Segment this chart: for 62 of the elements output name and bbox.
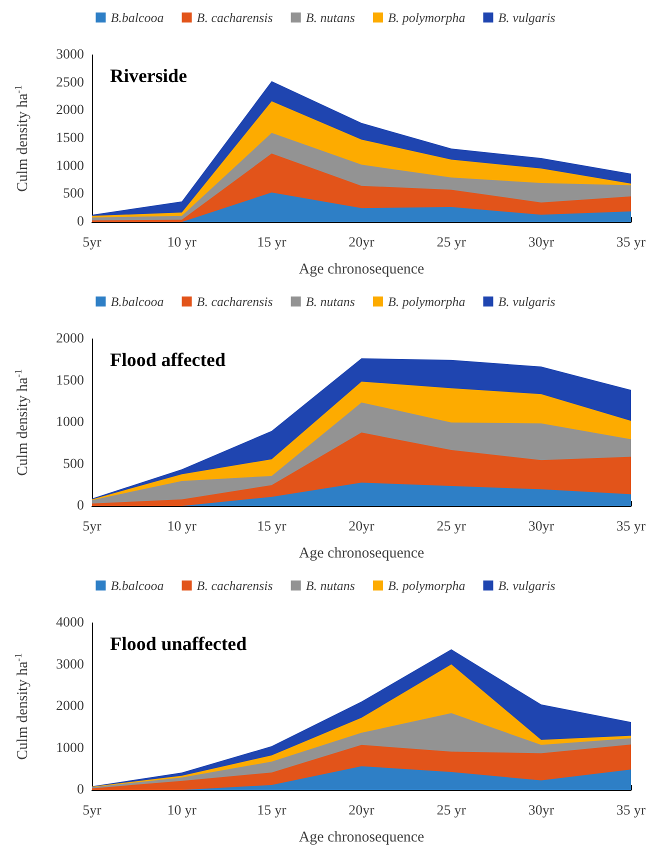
x-tick-label: 10 yr [167,520,197,534]
x-tick-label: 25 yr [436,236,466,250]
text: Flood unaffected [110,634,248,655]
y-tick-label: 2000 [56,332,84,346]
y-tick-label: 0 [77,214,84,230]
legend-label: B. nutans [306,578,355,593]
y-axis-title: Culm density ha-1 [14,369,31,476]
x-tick-label: 10 yr [167,804,197,818]
x-tick-label: 35 yr [616,520,646,534]
x-tick-label: 15 yr [257,804,287,818]
x-tick-label: 25 yr [436,804,466,818]
y-tick-label: 3000 [56,48,84,62]
y-tick-label: 2000 [56,103,84,118]
legend-label: B. polymorpha [388,578,466,593]
legend-label: B. polymorpha [388,294,466,309]
x-tick-label: 15 yr [257,236,287,250]
y-tick-label: 1500 [56,131,84,146]
x-tick-label: 30yr [528,520,554,534]
x-tick-label: 5yr [82,520,102,534]
y-tick-label: 4000 [56,616,84,630]
x-tick-label: 5yr [82,236,102,250]
x-tick-label: 10 yr [167,236,197,250]
x-tick-label: 35 yr [616,804,646,818]
legend-label: B. polymorpha [388,10,466,25]
text: Riverside [110,66,188,87]
y-tick-label: 500 [63,456,84,472]
y-tick-label: 2500 [56,75,84,90]
y-tick-label: 1000 [56,740,84,756]
legend-label: B. vulgaris [498,10,556,25]
x-axis-title: Age chronosequence [298,830,425,846]
x-tick-label: 20yr [348,236,375,250]
y-tick-label: 500 [63,186,84,202]
legend-label: B.balcooa [110,10,164,25]
x-tick-label: 35 yr [616,236,646,250]
legend-label: B. cacharensis [196,294,273,309]
y-tick-label: 3000 [56,657,84,672]
legend-label: B.balcooa [110,294,164,309]
legend-label: B.balcooa [110,578,164,593]
x-tick-label: 20yr [348,520,375,534]
y-tick-label: 0 [77,498,84,514]
y-axis-title: Culm density ha-1 [14,653,31,760]
y-tick-label: 2000 [56,699,84,714]
y-tick-label: 0 [77,782,84,798]
x-axis-title: Age chronosequence [298,546,425,562]
x-tick-label: 20yr [348,804,375,818]
y-axis-title: Culm density ha-1 [14,85,31,192]
x-tick-label: 15 yr [257,520,287,534]
y-tick-label: 1000 [56,415,84,430]
x-tick-label: 5yr [82,804,102,818]
x-tick-label: 30yr [528,804,554,818]
y-tick-label: 1500 [56,373,84,388]
legend-label: B. vulgaris [498,294,556,309]
x-tick-label: 25 yr [436,520,466,534]
legend-label: B. nutans [306,294,355,309]
legend-label: B. nutans [306,10,355,25]
y-tick-label: 1000 [56,158,84,174]
legend-label: B. vulgaris [498,578,556,593]
x-tick-label: 30yr [528,236,554,250]
x-axis-title: Age chronosequence [298,262,425,278]
legend-label: B. cacharensis [196,10,273,25]
text: Flood affected [110,350,226,371]
legend-label: B. cacharensis [196,578,273,593]
